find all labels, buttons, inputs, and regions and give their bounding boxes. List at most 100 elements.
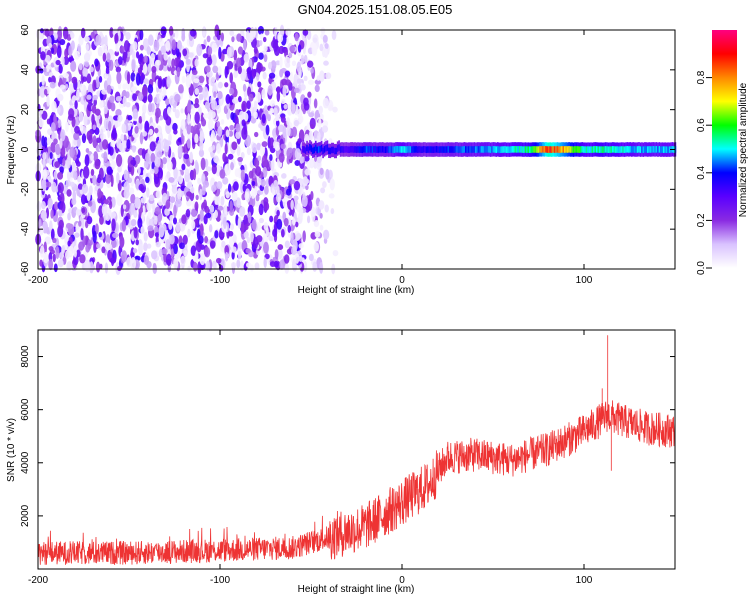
spectrogram-cell xyxy=(135,51,140,59)
colorbar-tick-label: 0.6 xyxy=(696,118,707,132)
spectrogram-band-core xyxy=(409,146,412,153)
spectrogram-cell xyxy=(122,95,127,108)
spectrogram-band-core xyxy=(498,146,501,154)
spectrogram-cell xyxy=(142,130,148,137)
spectrogram-cell xyxy=(137,54,142,65)
spectrogram-band-core xyxy=(325,144,327,152)
spectrogram-cell xyxy=(310,206,316,217)
spectrogram-band-core xyxy=(381,146,384,153)
spectrogram-cell xyxy=(237,46,244,55)
spectrogram-band-core xyxy=(403,146,406,153)
spectrogram-cell xyxy=(141,112,146,122)
spectrogram-band-core xyxy=(467,146,470,153)
spectrogram-band-core xyxy=(319,145,321,153)
spectrogram-band-core xyxy=(495,146,498,153)
spectrogram-cell xyxy=(211,111,216,119)
x-tick-label: -200 xyxy=(28,275,48,286)
spectrogram-cell xyxy=(249,28,256,40)
spectrogram-band-core xyxy=(348,146,351,153)
spectrogram-band-core xyxy=(556,146,559,153)
spectrogram-band-core xyxy=(664,146,667,153)
spectrogram-band-core xyxy=(577,146,579,153)
spectrogram-cell xyxy=(74,50,81,60)
spectrogram-cell xyxy=(239,110,245,120)
spectrogram-cell xyxy=(87,200,93,207)
spectrogram-band-core xyxy=(543,146,546,153)
spectrogram-cell xyxy=(215,104,222,114)
spectrogram-cell xyxy=(285,62,291,68)
spectrogram-cell xyxy=(123,181,130,193)
spectrogram-cell xyxy=(53,114,57,126)
spectrogram-cell xyxy=(110,211,117,219)
spectrogram-cell xyxy=(294,253,300,264)
spectrogram-cell xyxy=(293,180,301,191)
spectrogram-cell xyxy=(283,254,290,264)
spectrogram-cell xyxy=(261,155,268,168)
spectrogram-cell xyxy=(289,71,294,83)
spectrogram-band-core xyxy=(665,146,668,154)
spectrogram-cell xyxy=(78,111,84,123)
spectrogram-cell xyxy=(43,251,49,264)
snr-y-label: SNR (10 * v/v) xyxy=(6,418,17,482)
spectrogram-band-core xyxy=(341,146,343,153)
spectrogram-cell xyxy=(43,88,48,96)
snr-frame xyxy=(37,329,676,570)
spectrogram-band-core xyxy=(507,146,509,153)
spectrogram-band-core xyxy=(345,146,348,153)
spectrogram-cell xyxy=(324,42,329,50)
spectrogram-band-core xyxy=(393,146,396,154)
spectrogram-cell xyxy=(177,187,182,201)
colorbar-ticks: 0.0 0.2 0.4 0.6 0.8 xyxy=(696,70,712,275)
spectrogram-cell xyxy=(169,214,174,222)
spectrogram-cell xyxy=(290,232,294,245)
spectrogram-cell xyxy=(316,75,321,81)
spectrogram-band-core xyxy=(582,146,585,153)
spectrogram-cell xyxy=(71,197,77,206)
spectrogram-band-core xyxy=(371,146,374,153)
spectrogram-cell xyxy=(81,207,86,214)
spectrogram-band-core xyxy=(485,146,487,153)
spectrogram-cell xyxy=(236,57,242,68)
spectrogram-cell xyxy=(239,208,245,217)
spectrogram-cell xyxy=(144,120,150,134)
spectrogram-cell xyxy=(253,100,258,113)
spectrogram-cell xyxy=(187,99,192,112)
spectrogram-cell xyxy=(85,43,90,52)
spectrogram-band-core xyxy=(368,146,371,153)
spectrogram-cell xyxy=(65,121,69,133)
x-tick-label: -100 xyxy=(210,275,230,286)
spectrogram-cell xyxy=(285,28,292,36)
spectrogram-cell xyxy=(248,170,254,179)
spectrogram-cell xyxy=(146,46,151,55)
spectrogram-band-core xyxy=(355,146,358,153)
spectrogram-cell xyxy=(263,233,268,244)
spectrogram-cell xyxy=(147,225,154,232)
spectrogram-cell xyxy=(211,144,216,151)
spectrogram-cell xyxy=(231,36,235,43)
spectrogram-cell xyxy=(36,200,41,212)
spectrogram-cell xyxy=(330,208,335,215)
spectrogram-cell xyxy=(142,63,148,75)
spectrogram-cell xyxy=(93,98,97,106)
spectrogram-cell xyxy=(157,50,162,63)
spectrogram-cell xyxy=(231,250,235,260)
spectrogram-cell xyxy=(263,257,267,269)
spectrogram-cell xyxy=(202,113,210,119)
spectrogram-cell xyxy=(169,196,176,203)
spectrogram-band-core xyxy=(460,146,463,153)
spectrogram-cell xyxy=(168,133,172,143)
spectrogram-cell xyxy=(291,60,297,67)
spectrogram-cell xyxy=(141,148,146,160)
spectrogram-cell xyxy=(92,94,98,101)
spectrogram-cell xyxy=(312,37,318,43)
spectrogram-band-core xyxy=(306,144,308,152)
spectrogram-cell xyxy=(249,231,254,243)
spectrogram-cell xyxy=(148,194,155,202)
spectrogram-cell xyxy=(269,107,275,114)
spectrogram-cell xyxy=(328,193,335,199)
spectrogram-cell xyxy=(286,124,291,137)
spectrogram-cell xyxy=(56,106,61,114)
spectrogram-band-core xyxy=(376,146,378,153)
spectrogram-cell xyxy=(297,138,302,144)
spectrogram-cell xyxy=(276,218,283,230)
